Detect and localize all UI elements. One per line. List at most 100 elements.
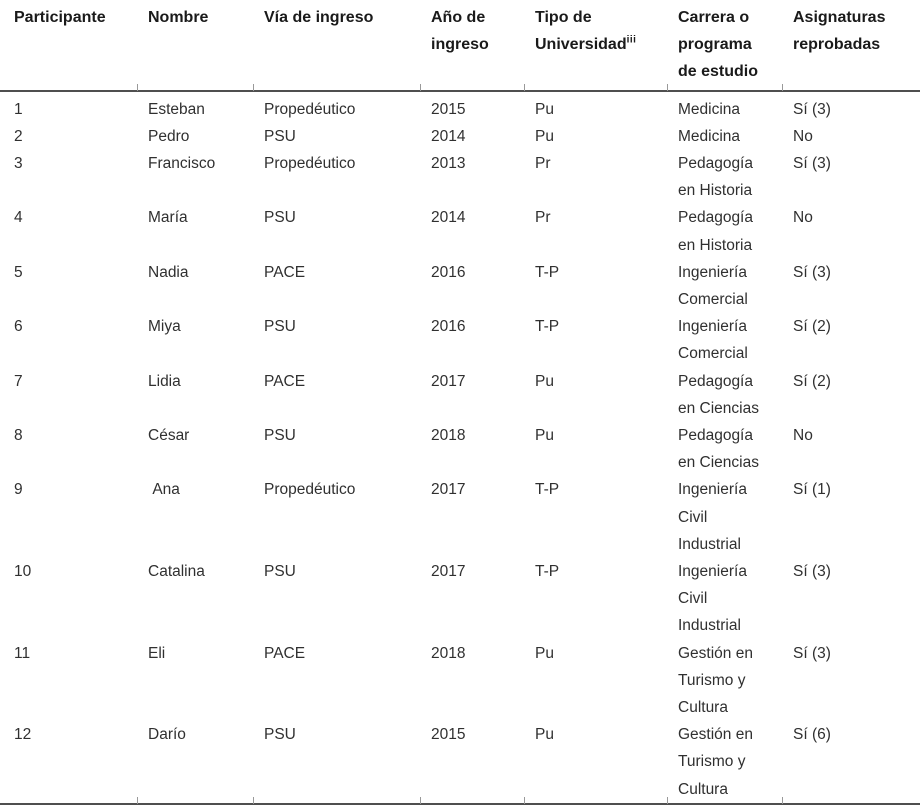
cell-via: PACE xyxy=(264,372,306,390)
cell-participante: 9 xyxy=(14,481,23,499)
cell-nombre: Nadia xyxy=(148,263,189,281)
table-body: 1 Esteban Propedéutico 2015 Pu Medicina … xyxy=(0,91,920,804)
cell-nombre: Lidia xyxy=(148,372,181,390)
cell-nombre: Catalina xyxy=(148,563,205,581)
cell-via: Propedéutico xyxy=(264,155,356,173)
cell-ano: 2013 xyxy=(431,155,466,173)
cell-participante: 8 xyxy=(14,427,23,445)
header-row: Participante Nombre Vía de ingreso Año d… xyxy=(0,0,920,91)
cell-via: PSU xyxy=(264,318,296,336)
cell-carrera: Pedagogía en Historia xyxy=(678,209,753,254)
cell-tipo: Pu xyxy=(535,100,554,118)
cell-tipo: Pr xyxy=(535,209,551,227)
cell-participante: 12 xyxy=(14,726,32,744)
cell-via: PACE xyxy=(264,644,306,662)
cell-tipo: T-P xyxy=(535,263,560,281)
cell-participante: 11 xyxy=(14,644,31,662)
cell-asignaturas: Sí (2) xyxy=(793,372,831,390)
col-header-via-de-ingreso: Vía de ingreso xyxy=(253,0,420,91)
footnote-marker: iii xyxy=(626,34,637,46)
column-separator-tick xyxy=(137,797,138,804)
cell-asignaturas: Sí (2) xyxy=(793,318,831,336)
col-header-label: Año de ingreso xyxy=(431,9,489,54)
col-header-label: Tipo de Universidad xyxy=(535,9,627,54)
cell-nombre: Eli xyxy=(148,644,166,662)
cell-nombre: Pedro xyxy=(148,127,190,145)
cell-participante: 1 xyxy=(14,100,23,118)
table-row: 8 César PSU 2018 Pu Pedagogía en Ciencia… xyxy=(0,422,920,476)
cell-nombre: Darío xyxy=(148,726,186,744)
cell-carrera: Medicina xyxy=(678,127,741,145)
cell-via: PACE xyxy=(264,263,306,281)
cell-participante: 4 xyxy=(14,209,23,227)
table-row: 7 Lidia PACE 2017 Pu Pedagogía en Cienci… xyxy=(0,368,920,422)
cell-participante: 2 xyxy=(14,127,23,145)
cell-nombre: María xyxy=(148,209,188,227)
cell-carrera: Pedagogía en Ciencias xyxy=(678,372,759,417)
cell-participante: 6 xyxy=(14,318,23,336)
cell-asignaturas: Sí (3) xyxy=(793,100,831,118)
column-separator-tick xyxy=(667,797,668,804)
cell-participante: 10 xyxy=(14,563,32,581)
table-row: 4 María PSU 2014 Pr Pedagogía en Histori… xyxy=(0,204,920,258)
col-header-ano-de-ingreso: Año de ingreso xyxy=(420,0,524,91)
cell-via: PSU xyxy=(264,563,296,581)
table-row: 2 Pedro PSU 2014 Pu Medicina No xyxy=(0,123,920,150)
table-row: 11 Eli PACE 2018 Pu Gestión en Turismo y… xyxy=(0,640,920,722)
col-header-participante: Participante xyxy=(0,0,137,91)
cell-asignaturas: No xyxy=(793,427,813,445)
table-row: 6 Miya PSU 2016 T-P Ingeniería Comercial… xyxy=(0,313,920,367)
col-header-nombre: Nombre xyxy=(137,0,253,91)
cell-nombre: César xyxy=(148,427,190,445)
column-separator-tick xyxy=(524,84,525,91)
cell-ano: 2016 xyxy=(431,263,466,281)
column-separator-tick xyxy=(524,797,525,804)
cell-ano: 2017 xyxy=(431,481,466,499)
col-header-label: Vía de ingreso xyxy=(264,9,374,26)
cell-participante: 7 xyxy=(14,372,23,390)
cell-carrera: Ingeniería Comercial xyxy=(678,263,748,309)
cell-via: PSU xyxy=(264,209,296,227)
col-header-label: Asignaturas reprobadas xyxy=(793,9,886,54)
cell-ano: 2018 xyxy=(431,644,466,662)
col-header-asignaturas-reprobadas: Asignaturas reprobadas xyxy=(782,0,920,91)
column-separator-tick xyxy=(420,797,421,804)
cell-carrera: Gestión en Turismo y Cultura xyxy=(678,726,753,798)
cell-asignaturas: Sí (3) xyxy=(793,644,831,662)
table-row: 12 Darío PSU 2015 Pu Gestión en Turismo … xyxy=(0,721,920,804)
table-row: 9 Ana Propedéutico 2017 T-P Ingeniería C… xyxy=(0,476,920,558)
cell-asignaturas: No xyxy=(793,127,813,145)
cell-asignaturas: Sí (6) xyxy=(793,726,831,744)
col-header-tipo-de-universidad: Tipo de Universidadiii xyxy=(524,0,667,91)
cell-tipo: Pu xyxy=(535,127,554,145)
cell-tipo: Pu xyxy=(535,372,554,390)
cell-carrera: Pedagogía en Historia xyxy=(678,155,753,200)
col-header-label: Nombre xyxy=(148,9,209,26)
cell-tipo: Pr xyxy=(535,155,551,173)
cell-nombre: Francisco xyxy=(148,155,216,173)
cell-tipo: Pu xyxy=(535,726,554,744)
cell-nombre: Esteban xyxy=(148,100,205,118)
cell-tipo: Pu xyxy=(535,644,554,662)
cell-via: Propedéutico xyxy=(264,100,356,118)
cell-nombre: Miya xyxy=(148,318,181,336)
column-separator-tick xyxy=(253,84,254,91)
table-row: 1 Esteban Propedéutico 2015 Pu Medicina … xyxy=(0,91,920,123)
table-row: 3 Francisco Propedéutico 2013 Pr Pedagog… xyxy=(0,150,920,204)
table-row: 5 Nadia PACE 2016 T-P Ingeniería Comerci… xyxy=(0,259,920,313)
cell-asignaturas: Sí (3) xyxy=(793,155,831,173)
cell-asignaturas: Sí (3) xyxy=(793,563,831,581)
cell-ano: 2017 xyxy=(431,372,466,390)
cell-carrera: Pedagogía en Ciencias xyxy=(678,427,759,472)
cell-tipo: T-P xyxy=(535,481,560,499)
cell-ano: 2016 xyxy=(431,318,466,336)
table-header: Participante Nombre Vía de ingreso Año d… xyxy=(0,0,920,91)
col-header-carrera-o-programa: Carrera o programa de estudio xyxy=(667,0,782,91)
cell-carrera: Ingeniería Comercial xyxy=(678,318,748,363)
cell-tipo: T-P xyxy=(535,563,560,581)
cell-nombre: Ana xyxy=(148,481,180,499)
col-header-label: Carrera o programa de estudio xyxy=(678,9,759,81)
cell-via: Propedéutico xyxy=(264,481,356,499)
